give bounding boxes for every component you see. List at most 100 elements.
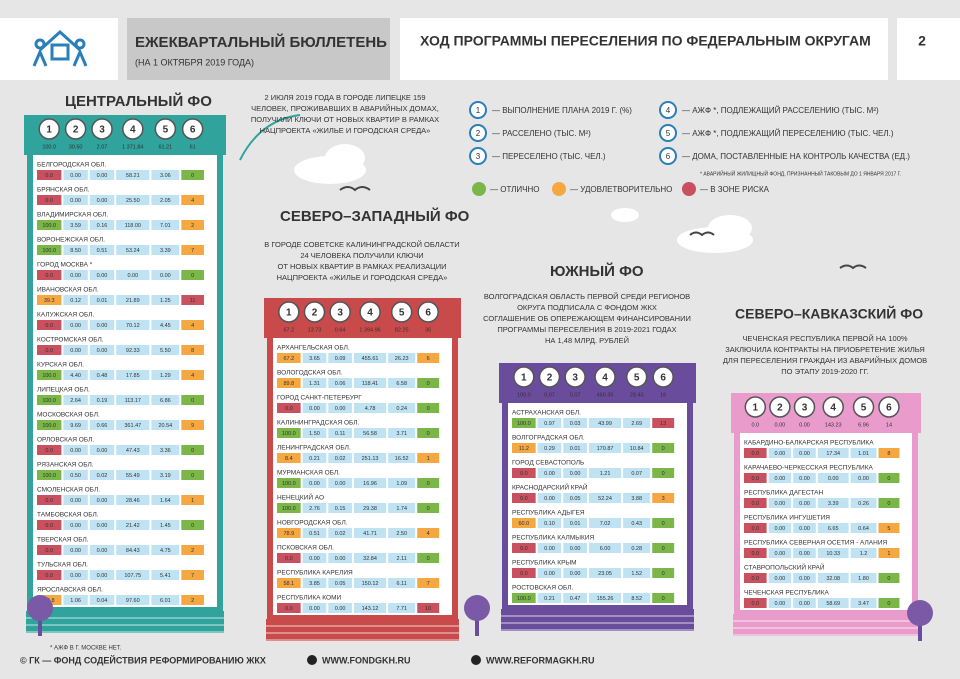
- region-name: СТАВРОПОЛЬСКИЙ КРАЙ: [744, 563, 825, 572]
- legend-circle: [659, 147, 677, 165]
- region-value: 32.84: [363, 556, 377, 562]
- region-name: РЕСПУБЛИКА КАРЕЛИЯ: [277, 570, 353, 577]
- region-value: 0.00: [70, 173, 81, 179]
- value-cell: [388, 378, 416, 388]
- region-value: 28.46: [126, 498, 140, 504]
- legend-number: 3: [476, 152, 481, 161]
- value-cell: [417, 503, 440, 513]
- total-value: 67.2: [283, 327, 294, 333]
- region-name: СМОЛЕНСКАЯ ОБЛ.: [37, 487, 100, 494]
- value-cell: [181, 470, 204, 480]
- region-value: 25.50: [126, 198, 140, 204]
- value-cell: [116, 445, 150, 455]
- value-cell: [623, 568, 651, 578]
- region-value: 0.00: [309, 606, 320, 612]
- column-circle: [390, 301, 413, 323]
- region-value: 143.12: [362, 606, 379, 612]
- value-cell: [181, 420, 204, 430]
- region-value: 0.00: [70, 273, 81, 279]
- value-cell: [744, 548, 767, 558]
- value-cell: [37, 495, 62, 505]
- column-circle: [878, 396, 900, 418]
- region-value: 1.29: [160, 373, 171, 379]
- region-name: РЕСПУБЛИКА АДЫГЕЯ: [512, 510, 585, 517]
- value-cell: [181, 270, 204, 280]
- value-cell: [328, 378, 352, 388]
- value-cell: [563, 568, 587, 578]
- region-value: 7: [427, 581, 430, 587]
- value-cell: [328, 428, 352, 438]
- region-value: 0: [191, 398, 194, 404]
- district-note: НАЦПРОЕКТА «ЖИЛЬЕ И ГОРОДСКАЯ СРЕДА»: [277, 273, 448, 282]
- region-value: 0.00: [799, 526, 810, 532]
- column-number: 6: [425, 308, 431, 319]
- region-value: 0.16: [97, 223, 108, 229]
- value-cell: [388, 453, 416, 463]
- region-name: ВОЛОГОДСКАЯ ОБЛ.: [277, 370, 343, 377]
- total-value: 460.35: [597, 392, 614, 398]
- value-cell: [302, 578, 327, 588]
- value-cell: [417, 403, 440, 413]
- total-value: 0.07: [570, 392, 581, 398]
- value-cell: [652, 518, 675, 528]
- value-cell: [89, 345, 115, 355]
- region-value: 0.00: [97, 323, 108, 329]
- total-value: 100.0: [517, 392, 531, 398]
- value-cell: [116, 545, 150, 555]
- region-value: 7: [191, 248, 194, 254]
- value-cell: [652, 418, 675, 428]
- district-note: НАЦПРОЕКТА «ЖИЛЬЕ И ГОРОДСКАЯ СРЕДА»: [260, 126, 431, 135]
- region-value: 0.0: [520, 546, 528, 552]
- region-value: 0.51: [97, 248, 108, 254]
- column-circle: [822, 396, 844, 418]
- bricks: [733, 614, 919, 636]
- region-value: 100.0: [282, 506, 296, 512]
- region-value: 0.00: [97, 273, 108, 279]
- value-cell: [417, 528, 440, 538]
- region-value: 0.00: [335, 481, 346, 487]
- region-name: БРЯНСКАЯ ОБЛ.: [37, 187, 90, 194]
- value-cell: [537, 443, 562, 453]
- value-cell: [277, 603, 301, 613]
- arrow: [239, 114, 301, 161]
- value-cell: [116, 245, 150, 255]
- value-cell: [37, 170, 62, 180]
- value-cell: [181, 395, 204, 405]
- region-value: 11.2: [519, 446, 529, 452]
- total-value: 61.21: [158, 144, 172, 150]
- region-value: 118.00: [125, 223, 141, 229]
- region-value: 100.0: [282, 481, 296, 487]
- value-cell: [850, 498, 877, 508]
- legend-circle: [469, 147, 487, 165]
- column-number: 1: [521, 373, 527, 384]
- region-value: 0.00: [97, 573, 108, 579]
- value-cell: [277, 478, 301, 488]
- region-value: 10.33: [826, 551, 840, 557]
- region-value: 3.39: [160, 248, 171, 254]
- region-value: 113.17: [125, 398, 141, 404]
- region-value: 8: [887, 451, 890, 457]
- region-value: 23.05: [598, 571, 612, 577]
- district-title: ЦЕНТРАЛЬНЫЙ ФО: [65, 92, 212, 110]
- column-number: 6: [660, 373, 666, 384]
- total-value: 143.23: [825, 422, 842, 428]
- region-name: ВОЛГОГРАДСКАЯ ОБЛ.: [512, 435, 585, 442]
- region-value: 100.0: [42, 398, 56, 404]
- column-number: 3: [337, 308, 343, 319]
- column-circle: [303, 301, 326, 323]
- region-value: 3: [662, 496, 665, 502]
- value-cell: [417, 353, 440, 363]
- region-value: 0.00: [828, 476, 839, 482]
- region-value: 0: [887, 601, 890, 607]
- region-value: 3.19: [160, 473, 171, 479]
- region-value: 0.00: [70, 323, 81, 329]
- column-circle: [91, 118, 113, 140]
- column-circle: [122, 118, 144, 140]
- footer-dot: [307, 655, 317, 665]
- region-value: 2: [191, 598, 194, 604]
- value-cell: [181, 220, 204, 230]
- value-cell: [277, 428, 301, 438]
- value-cell: [388, 603, 416, 613]
- value-cell: [151, 195, 180, 205]
- region-name: РЕСПУБЛИКА КОМИ: [277, 595, 341, 602]
